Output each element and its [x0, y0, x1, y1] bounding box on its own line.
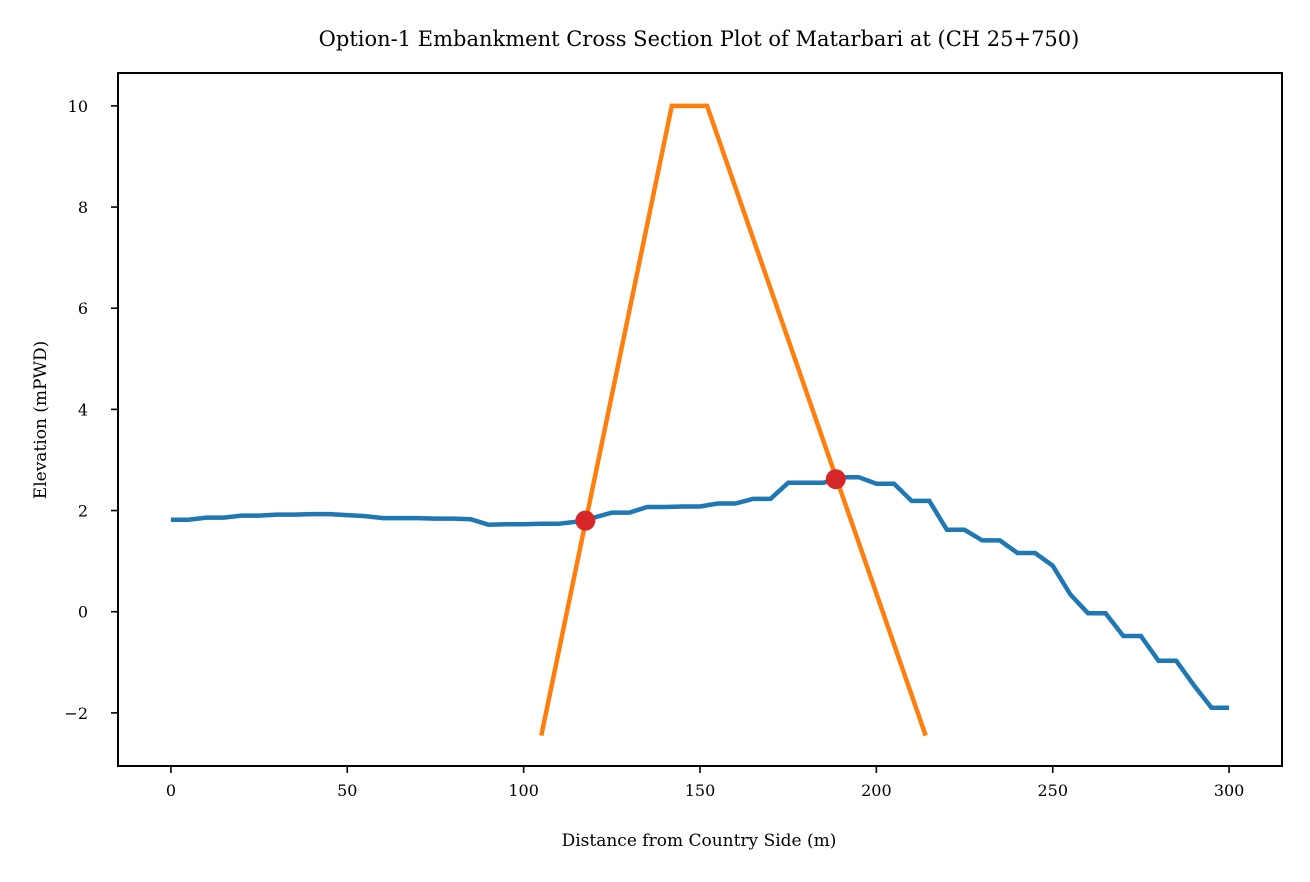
x-tick-label: 200 [861, 781, 892, 800]
x-tick-label: 100 [508, 781, 539, 800]
y-tick-label: 6 [78, 299, 88, 318]
y-tick-label: −2 [64, 704, 88, 723]
y-tick-label: 8 [78, 198, 88, 217]
x-tick-label: 300 [1214, 781, 1245, 800]
y-axis-label: Elevation (mPWD) [31, 341, 51, 499]
plot-layer [170, 103, 1230, 737]
y-tick-label: 2 [78, 502, 88, 521]
ticks-layer: 0 50 100 150 200 250 300 −2 0 2 4 6 8 10 [64, 97, 1244, 800]
x-axis-label: Distance from Country Side (m) [562, 831, 837, 851]
y-tick-label: 0 [78, 603, 88, 622]
x-tick-label: 150 [685, 781, 716, 800]
series-line-1 [539, 103, 928, 737]
intersection-point-0 [575, 510, 596, 531]
y-tick-label: 10 [68, 97, 88, 116]
x-tick-label: 50 [337, 781, 357, 800]
x-tick-label: 250 [1037, 781, 1068, 800]
y-tick-label: 4 [78, 400, 88, 419]
x-tick-label: 0 [166, 781, 176, 800]
chart-title: Option-1 Embankment Cross Section Plot o… [319, 27, 1080, 51]
intersection-point-1 [825, 469, 846, 490]
series-line-0 [170, 474, 1230, 711]
